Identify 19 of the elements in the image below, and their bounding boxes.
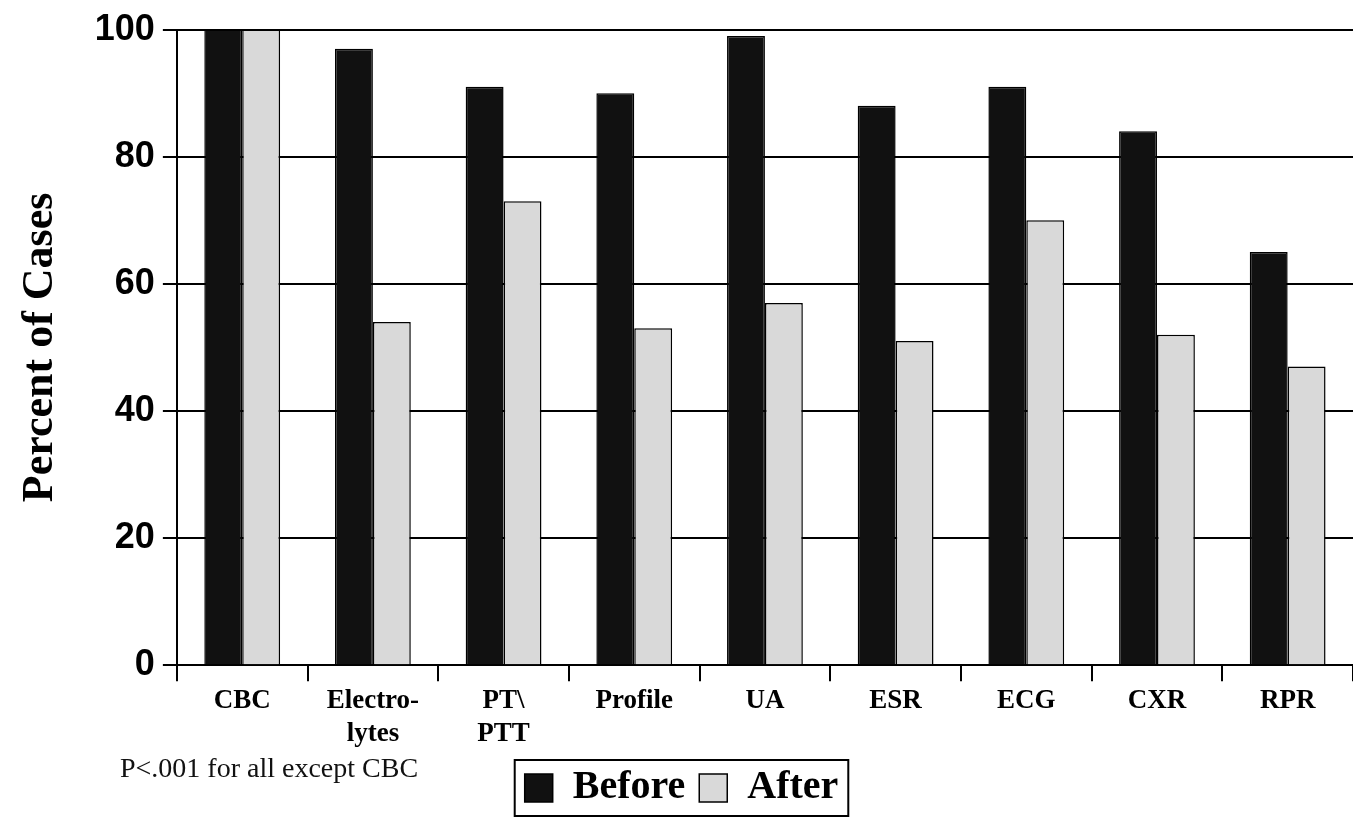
x-tick-label: UA — [745, 684, 785, 715]
x-tick-label: ECG — [997, 684, 1056, 715]
legend-label: Before — [572, 762, 686, 808]
y-tick-label: 40 — [114, 387, 155, 429]
legend-label: After — [747, 762, 839, 808]
x-tick-label: Electro- lytes — [326, 684, 420, 747]
text: P<.001 for all except CBC — [120, 752, 419, 784]
y-tick-label: 80 — [114, 133, 155, 175]
x-tick-label: PT\ PTT — [477, 684, 530, 747]
x-tick-label: Profile — [595, 684, 673, 715]
x-tick-label: CBC — [213, 684, 271, 715]
y-axis-title: Percent of Cases — [12, 192, 62, 503]
y-tick-label: 100 — [94, 6, 155, 48]
x-tick-label: ESR — [869, 684, 923, 715]
y-tick-label: 0 — [134, 642, 155, 684]
y-tick-label: 60 — [114, 260, 155, 302]
y-tick-label: 20 — [114, 515, 155, 556]
x-tick-label: RPR — [1259, 684, 1316, 715]
x-tick-label: CXR — [1127, 684, 1187, 715]
